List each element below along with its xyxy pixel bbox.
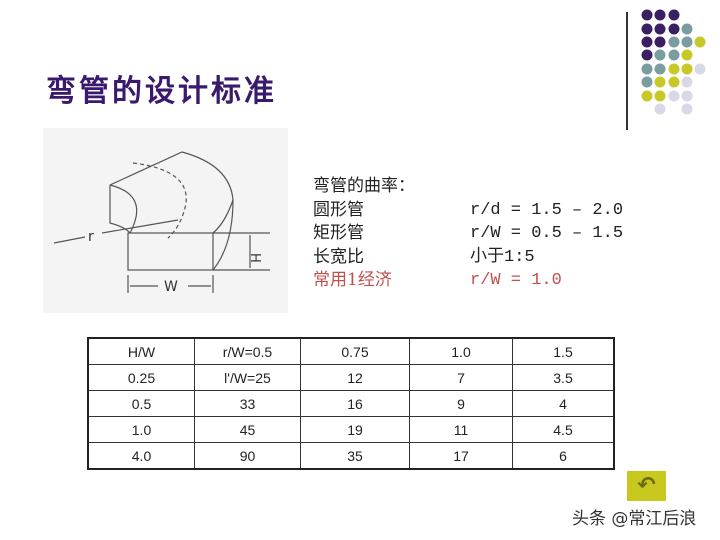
- decorative-dot: [641, 90, 653, 102]
- decorative-dot: [654, 63, 666, 75]
- decorative-dot: [681, 90, 693, 102]
- decorative-dot: [641, 23, 653, 35]
- info-value: r/d = 1.5 – 2.0: [470, 200, 624, 220]
- decorative-dot: [654, 90, 666, 102]
- decorative-dot: [694, 36, 706, 48]
- decorative-dot: [681, 76, 693, 88]
- table-row: 1.0 45 19 11 4.5: [87, 416, 615, 443]
- decorative-dot: [668, 49, 680, 61]
- table-cell: 90: [194, 442, 301, 470]
- table-cell: 0.5: [87, 390, 195, 417]
- table-cell: 33: [194, 390, 301, 417]
- decorative-dot: [668, 90, 680, 102]
- table-cell: 11: [409, 416, 513, 443]
- design-standard-table: H/W r/W=0.5 0.75 1.0 1.5 0.25 l'/W=25 12 7 3…: [87, 337, 615, 470]
- decorative-dot: [654, 49, 666, 61]
- info-label: 矩形管: [313, 223, 364, 243]
- watermark: 头条 @常江后浪: [572, 509, 697, 529]
- table-cell: 4.0: [87, 442, 195, 470]
- table-cell: 45: [194, 416, 301, 443]
- decorative-dot: [668, 9, 680, 21]
- table-cell: 17: [409, 442, 513, 470]
- duct-inner-curve: [109, 184, 138, 234]
- table-cell: l'/W=25: [194, 364, 301, 391]
- info-row: 矩形管 r/W = 0.5 – 1.5: [313, 222, 623, 246]
- return-arrow-icon: ↶: [637, 473, 656, 498]
- decorative-dot: [681, 63, 693, 75]
- label-h: H: [247, 253, 262, 263]
- info-label: 圆形管: [313, 199, 364, 220]
- return-button[interactable]: ↶: [627, 471, 666, 501]
- decorative-dot-grid: [641, 9, 706, 115]
- info-value: r/W = 0.5 – 1.5: [470, 224, 624, 243]
- table-cell: 12: [300, 364, 410, 391]
- info-row: 长宽比 小于1:5: [313, 246, 535, 270]
- decorative-dot: [668, 36, 680, 48]
- table-cell: 4.5: [512, 416, 615, 443]
- decorative-dot: [668, 23, 680, 35]
- table-cell: 3.5: [512, 364, 615, 391]
- decorative-dot: [641, 63, 653, 75]
- table-row: 0.25 l'/W=25 12 7 3.5: [87, 364, 615, 391]
- info-value: r/W = 1.0: [470, 271, 562, 290]
- decorative-dot: [681, 103, 693, 115]
- info-value: 小于1:5: [470, 247, 535, 267]
- table-cell: 9: [409, 390, 513, 417]
- bend-duct-diagram: r H W: [43, 128, 288, 313]
- table-cell: 19: [300, 416, 410, 443]
- decorative-dot: [654, 103, 666, 115]
- decorative-dot: [641, 9, 653, 21]
- table-header-row: H/W r/W=0.5 0.75 1.0 1.5: [87, 337, 615, 365]
- table-row: 0.5 33 16 9 4: [87, 390, 615, 417]
- radius-line: [53, 219, 179, 244]
- info-row: 圆形管 r/d = 1.5 – 2.0: [313, 199, 623, 223]
- table-cell: 1.0: [87, 416, 195, 443]
- curvature-info: 弯管的曲率： 圆形管 r/d = 1.5 – 2.0 矩形管 r/W = 0.5 –…: [313, 175, 623, 293]
- info-label: 长宽比: [313, 246, 364, 267]
- duct-side-edge: [212, 199, 234, 234]
- duct-outer-curve: [109, 151, 234, 271]
- slide-title: 弯管的设计标准: [46, 74, 277, 109]
- info-row-highlight: 常用1经济 r/W = 1.0: [313, 269, 562, 293]
- decorative-dot: [694, 63, 706, 75]
- info-label: 弯管的曲率：: [313, 176, 415, 196]
- decorative-dot: [668, 63, 680, 75]
- header-cell: r/W=0.5: [194, 337, 301, 365]
- header-cell: H/W: [87, 337, 195, 365]
- header-cell: 1.5: [512, 337, 615, 365]
- decorative-dot: [681, 36, 693, 48]
- info-label: 常用1经济: [313, 270, 392, 290]
- table-cell: 16: [300, 390, 410, 417]
- table-cell: 4: [512, 390, 615, 417]
- decorative-dot: [681, 49, 693, 61]
- decorative-dot: [641, 76, 653, 88]
- decorative-divider: [626, 12, 628, 130]
- decorative-dot: [654, 76, 666, 88]
- centerline-arc: [132, 162, 187, 239]
- decorative-dot: [654, 9, 666, 21]
- table-cell: 6: [512, 442, 615, 470]
- duct-section: [127, 232, 214, 271]
- decorative-dot: [668, 76, 680, 88]
- label-w: W: [164, 279, 178, 295]
- diagram-background: [43, 128, 288, 313]
- extension-lines: [213, 232, 270, 271]
- decorative-dot: [654, 23, 666, 35]
- label-r: r: [88, 229, 94, 245]
- decorative-dot: [681, 23, 693, 35]
- table-row: 4.0 90 35 17 6: [87, 442, 615, 470]
- decorative-dot: [641, 49, 653, 61]
- header-cell: 0.75: [300, 337, 410, 365]
- table-cell: 0.25: [87, 364, 195, 391]
- table-cell: 7: [409, 364, 513, 391]
- header-cell: 1.0: [409, 337, 513, 365]
- decorative-dot: [654, 36, 666, 48]
- info-row: 弯管的曲率：: [313, 175, 415, 199]
- duct-left-face: [109, 185, 131, 234]
- dimension-lines: [127, 235, 251, 293]
- decorative-dot: [641, 36, 653, 48]
- table-cell: 35: [300, 442, 410, 470]
